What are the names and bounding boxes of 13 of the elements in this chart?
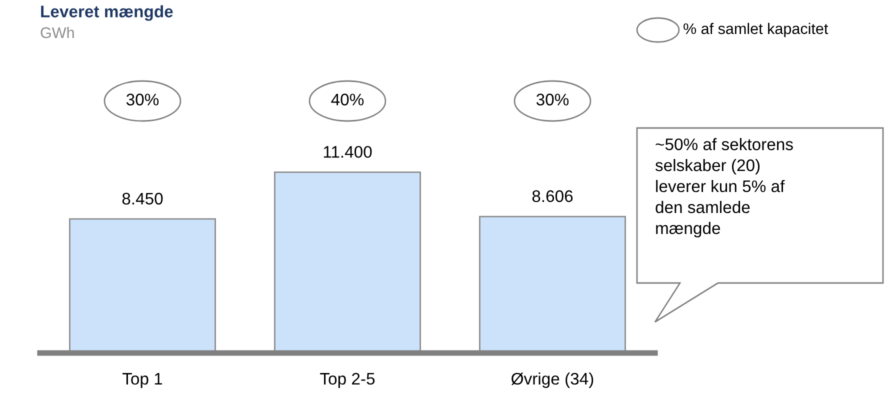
x-tick-label: Top 1 <box>122 373 162 388</box>
x-tick-label: Top 2-5 <box>320 372 375 388</box>
x-tick-label: Øvrige (34) <box>511 372 594 388</box>
chart-subtitle: GWh <box>40 26 74 38</box>
text: 30% <box>126 94 159 106</box>
data-label: 8.606 <box>532 190 573 202</box>
text: 30% <box>536 94 569 106</box>
data-label: 11.400 <box>324 146 372 158</box>
chart-title: Leveret mængde <box>41 5 173 21</box>
data-label: 8.450 <box>122 192 163 205</box>
text: ~50% af sektorens selskaber (20) leverer kun 5% af den samlede mængde <box>655 138 793 238</box>
text: % af samlet kapacitet <box>684 22 828 38</box>
text: 40% <box>331 94 364 106</box>
